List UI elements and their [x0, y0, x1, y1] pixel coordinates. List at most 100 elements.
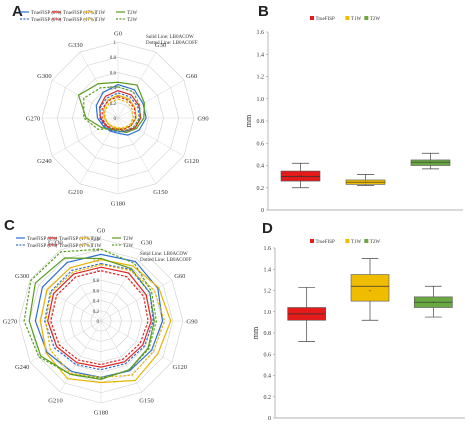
- radar-category-label: G330: [48, 240, 62, 247]
- box-iqr: [410, 159, 451, 166]
- panel-label-c: C: [4, 217, 15, 234]
- radar-category-label: G150: [139, 397, 153, 404]
- radar-series-line: [104, 98, 134, 129]
- y-axis-label: mm: [251, 326, 260, 339]
- box-mean-marker: +: [305, 313, 308, 318]
- radar-spoke: [100, 320, 173, 363]
- legend-swatch: [345, 239, 350, 243]
- y-tick-label: 1.6: [264, 246, 272, 252]
- radar-spoke: [29, 320, 102, 363]
- legend-entry: TrueFISP (17%): [59, 237, 92, 242]
- radar-tick-label: 0.4: [93, 300, 100, 305]
- radar-category-label: G0: [114, 31, 122, 38]
- legend-entry: TrueFISP (17%): [63, 11, 96, 16]
- radar-series-line: [23, 248, 157, 380]
- radar-category-label: G30: [141, 240, 152, 247]
- radar-category-label: G330: [68, 42, 82, 49]
- legend-entry: T2W: [370, 17, 381, 22]
- radar-category-label: G90: [197, 116, 208, 123]
- radar-spoke: [100, 279, 173, 322]
- y-tick-label: 0.6: [257, 141, 265, 147]
- radar-chart-c: 1.61.41.210.80.60.40.20G0G30G60G90G120G1…: [3, 228, 198, 417]
- legend-swatch: [364, 16, 369, 20]
- panel-label-a: A: [12, 3, 23, 20]
- y-tick-label: 0.8: [264, 331, 272, 337]
- radar-series-line: [39, 258, 172, 384]
- radar-category-label: G270: [3, 319, 17, 326]
- radar-category-label: G240: [15, 364, 29, 371]
- legend-entry: T2W: [123, 244, 134, 249]
- radar-series-line: [83, 86, 141, 132]
- legend-entry: TrueFISP (17%): [59, 244, 92, 249]
- radar-tick-label: 0: [97, 320, 100, 325]
- radar-tick-label: 0.8: [110, 56, 117, 61]
- radar-tick-label: 0.2: [93, 310, 100, 315]
- radar-series-line: [28, 257, 155, 381]
- legend-swatch: [310, 16, 314, 20]
- radar-series-line: [77, 81, 145, 134]
- radar-category-label: G90: [186, 319, 197, 326]
- box-iqr: [280, 170, 321, 182]
- legend-swatch: [310, 239, 314, 243]
- radar-category-label: G210: [68, 189, 82, 196]
- legend-entry: T1W: [351, 240, 362, 245]
- y-tick-label: 1.4: [264, 267, 272, 273]
- radar-chart-a: 1 0.8 0.6 0.4 0.2 0 G0 G30 G60 G90 G120 G150 G180 G21…: [20, 11, 209, 208]
- radar-spoke: [117, 117, 184, 157]
- y-tick-label: 0.6: [264, 352, 272, 358]
- y-tick-label: 0: [261, 208, 264, 214]
- radar-category-label: G60: [186, 73, 197, 80]
- radar-category-label: G120: [184, 158, 198, 165]
- legend-entry: TrueFISP (2%): [27, 244, 58, 249]
- y-tick-label: 0.2: [257, 186, 265, 192]
- radar-tick-label: 0: [114, 117, 117, 122]
- radar-series-line: [95, 83, 147, 136]
- y-tick-label: 1.2: [257, 75, 265, 81]
- y-axis-label: mm: [244, 114, 253, 127]
- y-tick-label: 0.2: [264, 395, 272, 401]
- y-tick-label: 0.4: [257, 164, 265, 170]
- radar-spoke: [117, 79, 184, 119]
- legend-swatch: [345, 16, 350, 20]
- y-tick-label: 1.0: [264, 310, 272, 316]
- radar-category-label: G150: [153, 189, 167, 196]
- radar-tick-label: 1: [114, 41, 117, 46]
- legend-entry: T2W: [370, 240, 381, 245]
- radar-annotation: Dotted Line: LB0ACOFF: [146, 41, 198, 46]
- radar-category-label: G240: [37, 158, 51, 165]
- radar-category-label: G120: [173, 364, 187, 371]
- legend-entry: T1W: [91, 244, 102, 249]
- radar-series-line: [102, 94, 137, 130]
- box-chart-b: 0 0.2 0.4 0.6 0.8 1.0 1.2 1.4 1.6 mm + + + TrueFISP T1…: [244, 16, 463, 214]
- y-tick-label: 0.8: [257, 119, 265, 125]
- y-tick-label: 1.2: [264, 289, 272, 295]
- radar-tick-label: 0.2: [110, 102, 117, 107]
- radar-category-label: G60: [174, 273, 185, 280]
- box-mean-marker: +: [369, 289, 372, 294]
- radar-tick-label: 0.6: [110, 71, 117, 76]
- y-tick-label: 1.4: [257, 52, 265, 58]
- radar-series-line: [47, 266, 152, 368]
- radar-category-label: G270: [26, 116, 40, 123]
- radar-category-label: G30: [155, 42, 166, 49]
- legend-entry: T2W: [123, 237, 134, 242]
- radar-spoke: [29, 279, 102, 322]
- legend-swatch: [364, 239, 369, 243]
- radar-category-label: G300: [15, 273, 29, 280]
- legend-entry: TrueFISP (2%): [27, 237, 58, 242]
- radar-spoke: [52, 79, 119, 119]
- y-tick-label: 0.4: [264, 374, 272, 380]
- y-tick-label: 1.0: [257, 97, 265, 103]
- radar-series-line: [99, 92, 140, 133]
- legend-entry: T1W: [351, 17, 362, 22]
- legend-entry: T1W: [91, 237, 102, 242]
- panel-label-d: D: [262, 220, 273, 237]
- box-mean-marker: +: [364, 181, 367, 186]
- radar-annotation: Solid Line: LB0ACOW: [140, 252, 188, 257]
- box-iqr: [350, 274, 390, 302]
- box-chart-d: 0 0.2 0.4 0.6 0.8 1.0 1.2 1.4 1.6 mm + + + TrueFISP T1…: [251, 239, 465, 422]
- box-mean-marker: +: [299, 174, 302, 179]
- box-mean-marker: +: [429, 161, 432, 166]
- radar-category-label: G300: [37, 73, 51, 80]
